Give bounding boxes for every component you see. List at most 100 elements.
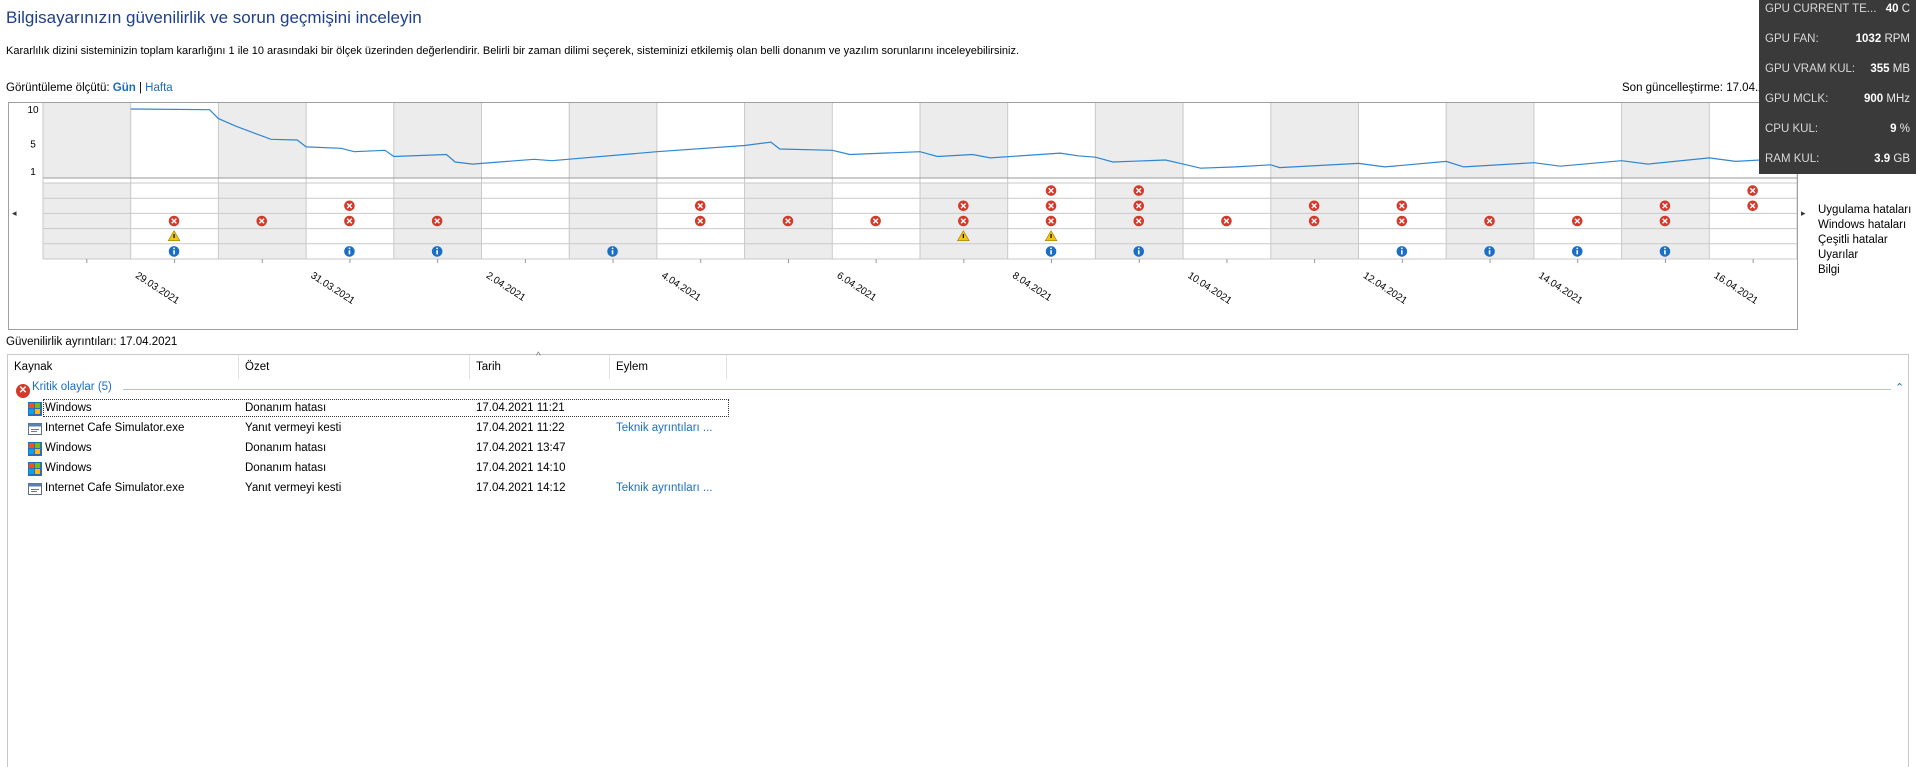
windows-shield-icon <box>28 442 42 456</box>
error-x-mark <box>697 218 704 224</box>
overlay-value: 1032 RPM <box>1855 33 1910 45</box>
overlay-gpu-temp: GPU CURRENT TE... 40 C <box>1765 3 1910 23</box>
scroll-left-arrow[interactable]: ◂ <box>12 208 17 218</box>
error-x-mark <box>785 218 791 224</box>
error-x-mark <box>1574 218 1581 224</box>
error-x-mark <box>1662 203 1668 209</box>
chart-column-bg <box>1358 103 1447 178</box>
overlay-key: CPU KUL: <box>1765 123 1819 135</box>
overlay-value: 40 C <box>1885 3 1910 15</box>
column-header-date[interactable]: Tarih <box>470 355 610 379</box>
view-week-link[interactable]: Hafta <box>145 82 173 94</box>
overlay-value: 3.9 GB <box>1874 153 1910 165</box>
row-label-windows-errors: Windows hataları <box>1818 219 1907 231</box>
overlay-key: GPU MCLK: <box>1765 93 1829 105</box>
info-dot <box>348 247 351 250</box>
chart-column-bg <box>393 103 482 178</box>
chart-column-bg <box>43 103 131 178</box>
row-date: 17.04.2021 13:47 <box>476 442 566 454</box>
error-x-mark <box>258 218 265 224</box>
page-description: Kararlılık dizini sisteminizin toplam ka… <box>6 45 1020 57</box>
scroll-right-arrow[interactable]: ▸ <box>1801 208 1806 218</box>
row-date: 17.04.2021 14:12 <box>476 482 566 494</box>
x-date-label: 6.04.2021 <box>835 270 879 304</box>
x-date-label: 16.04.2021 <box>1712 270 1760 307</box>
error-x-mark <box>346 203 353 209</box>
chart-column-bg <box>481 103 570 178</box>
chart-column-bg <box>744 103 833 178</box>
overlay-value: 900 MHz <box>1863 93 1910 105</box>
x-date-label: 31.03.2021 <box>308 270 356 307</box>
collapse-chevron-icon[interactable]: ⌃ <box>1895 382 1905 394</box>
error-x-mark <box>1048 203 1054 209</box>
column-header-source[interactable]: Kaynak <box>8 355 239 379</box>
y-tick-label: 5 <box>30 139 36 150</box>
warning-mark <box>962 234 964 238</box>
info-dot <box>436 247 439 250</box>
chart-column-bg <box>1270 103 1359 178</box>
row-action-link[interactable]: Teknik ayrıntıları ... <box>616 482 713 494</box>
x-date-label: 4.04.2021 <box>659 270 703 304</box>
sort-ascending-icon: ^ <box>536 351 541 362</box>
column-header-summary[interactable]: Özet <box>239 355 470 379</box>
row-date: 17.04.2021 14:10 <box>476 462 566 474</box>
error-x-mark <box>1749 203 1756 209</box>
chart-column-bg <box>569 103 657 178</box>
stability-index-line <box>130 108 1797 169</box>
error-x-mark <box>1135 187 1142 194</box>
info-dot <box>1050 247 1052 250</box>
error-x-mark <box>1399 203 1405 209</box>
view-day-link[interactable]: Gün <box>112 82 136 94</box>
error-x-mark <box>1048 218 1054 224</box>
warning-mark <box>173 234 175 238</box>
row-source: Windows <box>45 442 92 454</box>
group-critical-events[interactable]: ✕ Kritik olaylar (5) <box>16 381 112 398</box>
error-x-mark <box>1135 218 1142 224</box>
row-summary: Yanıt vermeyi kesti <box>245 482 342 494</box>
error-x-mark <box>1749 187 1756 194</box>
reliability-chart[interactable]: 10 5 1 29.03.2021 31.03.2021 2.04.2021 4.04.20… <box>8 102 1798 330</box>
table-row[interactable]: Windows Donanım hatası 17.04.2021 13:47 <box>8 439 1908 459</box>
info-mark <box>173 250 175 255</box>
group-divider <box>123 389 1891 390</box>
view-by-label: Görüntüleme ölçütü: <box>6 82 110 94</box>
error-x-mark <box>1135 203 1142 209</box>
row-date: 17.04.2021 11:21 <box>476 402 565 414</box>
table-row[interactable]: Windows Donanım hatası 17.04.2021 14:10 <box>8 459 1908 479</box>
view-by: Görüntüleme ölçütü: Gün | Hafta <box>6 82 173 94</box>
overlay-key: GPU CURRENT TE... <box>1765 3 1877 15</box>
info-mark <box>1576 250 1579 255</box>
row-label-misc-errors: Çeşitli hatalar <box>1818 234 1888 246</box>
row-action-link[interactable]: Teknik ayrıntıları ... <box>616 422 713 434</box>
row-date: 17.04.2021 11:22 <box>476 422 565 434</box>
error-x-mark <box>171 218 177 224</box>
row-summary: Donanım hatası <box>245 442 327 454</box>
info-mark <box>1401 250 1403 255</box>
table-row[interactable]: Windows Donanım hatası 17.04.2021 11:21 <box>8 399 1908 419</box>
details-list[interactable]: Kaynak Özet Tarih ^ Eylem ✕ Kritik olayla… <box>7 351 1909 767</box>
info-mark <box>1488 250 1491 255</box>
x-date-label: 12.04.2021 <box>1361 270 1409 307</box>
table-row[interactable]: Internet Cafe Simulator.exe Yanıt vermey… <box>8 419 1908 439</box>
info-mark <box>611 250 614 255</box>
row-label-app-errors: Uygulama hataları <box>1818 204 1912 216</box>
x-date-label: 10.04.2021 <box>1185 270 1233 307</box>
chart-column-bg <box>832 103 920 178</box>
x-date-label: 2.04.2021 <box>484 270 528 304</box>
row-label-warnings: Uyarılar <box>1818 249 1859 261</box>
windows-shield-icon <box>28 462 42 476</box>
overlay-value: 9 % <box>1890 123 1910 135</box>
info-mark <box>348 250 351 255</box>
overlay-gpu-vram: GPU VRAM KUL: 355 MB <box>1765 63 1910 83</box>
windows-shield-icon <box>28 402 42 416</box>
chart-column-bg <box>656 103 745 178</box>
error-x-mark <box>346 218 353 224</box>
overlay-cpu-usage: CPU KUL: 9 % <box>1765 123 1910 143</box>
app-window-icon <box>28 423 42 435</box>
x-date-label: 8.04.2021 <box>1010 270 1054 304</box>
error-x-mark <box>1486 218 1493 224</box>
chart-column-bg <box>1095 103 1184 178</box>
table-row[interactable]: Internet Cafe Simulator.exe Yanıt vermey… <box>8 479 1908 499</box>
overlay-key: GPU VRAM KUL: <box>1765 63 1856 75</box>
column-header-action[interactable]: Eylem <box>610 355 727 379</box>
